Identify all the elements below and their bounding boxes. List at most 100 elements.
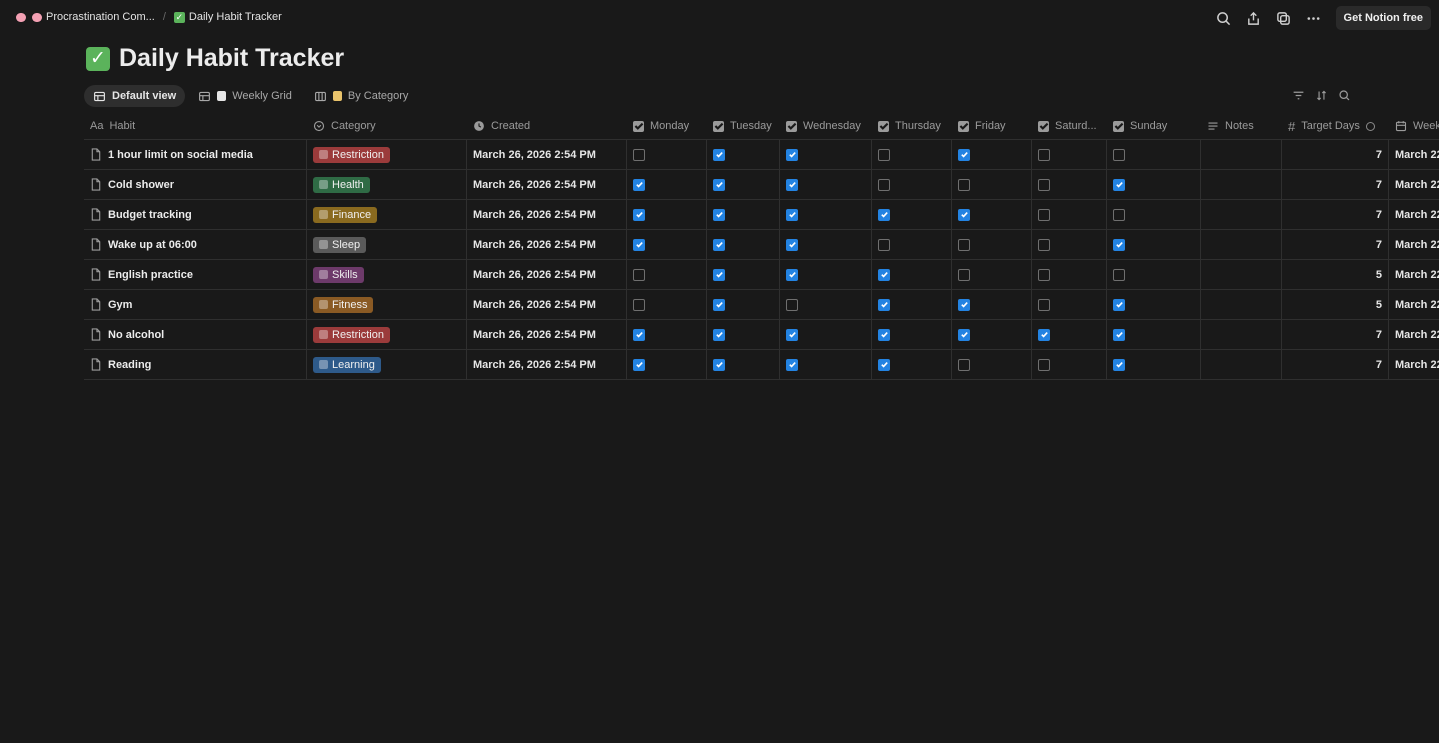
- target-days-cell[interactable]: 7: [1282, 230, 1389, 259]
- week-cell[interactable]: March 22: [1389, 140, 1439, 169]
- saturday-checkbox[interactable]: [1038, 358, 1050, 371]
- category-tag[interactable]: Learning: [313, 356, 381, 373]
- target-days-cell[interactable]: 5: [1282, 290, 1389, 319]
- thursday-checkbox[interactable]: [878, 358, 890, 371]
- tab-weekly-grid[interactable]: Weekly Grid: [189, 85, 301, 107]
- sort-icon[interactable]: [1315, 89, 1328, 102]
- table-row[interactable]: 1 hour limit on social media Restriction M…: [84, 140, 1439, 170]
- notes-cell[interactable]: [1201, 260, 1282, 289]
- tuesday-checkbox[interactable]: [713, 178, 725, 191]
- monday-checkbox[interactable]: [633, 328, 645, 341]
- column-header-notes[interactable]: Notes: [1201, 113, 1282, 139]
- category-tag[interactable]: Finance: [313, 206, 378, 223]
- friday-checkbox[interactable]: [958, 208, 970, 221]
- notes-cell[interactable]: [1201, 230, 1282, 259]
- habit-cell[interactable]: No alcohol: [84, 320, 307, 349]
- category-tag[interactable]: Restriction: [313, 326, 390, 343]
- column-header-tuesday[interactable]: Tuesday: [707, 113, 780, 139]
- column-header-thursday[interactable]: Thursday: [872, 113, 952, 139]
- get-notion-free-button[interactable]: Get Notion free: [1335, 6, 1431, 30]
- habit-cell[interactable]: Wake up at 06:00: [84, 230, 307, 259]
- friday-checkbox[interactable]: [958, 238, 970, 251]
- target-days-cell[interactable]: 7: [1282, 350, 1389, 379]
- column-header-sunday[interactable]: Sunday: [1107, 113, 1201, 139]
- wednesday-checkbox[interactable]: [786, 268, 798, 281]
- column-header-monday[interactable]: Monday: [627, 113, 707, 139]
- notes-cell[interactable]: [1201, 350, 1282, 379]
- habit-cell[interactable]: Gym: [84, 290, 307, 319]
- page-title-text[interactable]: Daily Habit Tracker: [119, 44, 345, 72]
- category-cell[interactable]: Finance: [307, 200, 467, 229]
- category-cell[interactable]: Health: [307, 170, 467, 199]
- wednesday-checkbox[interactable]: [786, 148, 798, 161]
- monday-checkbox[interactable]: [633, 208, 645, 221]
- week-cell[interactable]: March 22: [1389, 290, 1439, 319]
- column-header-target-days[interactable]: # Target Days: [1282, 113, 1389, 139]
- table-row[interactable]: Cold shower Health March 26, 2026 2:54 PM 7…: [84, 170, 1439, 200]
- target-days-cell[interactable]: 7: [1282, 320, 1389, 349]
- tuesday-checkbox[interactable]: [713, 238, 725, 251]
- monday-checkbox[interactable]: [633, 358, 645, 371]
- thursday-checkbox[interactable]: [878, 208, 890, 221]
- friday-checkbox[interactable]: [958, 328, 970, 341]
- tab-default-view[interactable]: Default view: [84, 85, 186, 107]
- table-row[interactable]: English practice Skills March 26, 2026 2:5…: [84, 260, 1439, 290]
- sunday-checkbox[interactable]: [1113, 298, 1125, 311]
- thursday-checkbox[interactable]: [878, 328, 890, 341]
- habit-cell[interactable]: Cold shower: [84, 170, 307, 199]
- table-row[interactable]: Reading Learning March 26, 2026 2:54 PM 7 Ma…: [84, 350, 1439, 380]
- sunday-checkbox[interactable]: [1113, 148, 1125, 161]
- tab-by-category[interactable]: By Category: [305, 85, 418, 107]
- column-header-wednesday[interactable]: Wednesday: [780, 113, 872, 139]
- target-days-cell[interactable]: 7: [1282, 140, 1389, 169]
- notes-cell[interactable]: [1201, 320, 1282, 349]
- category-cell[interactable]: Restriction: [307, 320, 467, 349]
- saturday-checkbox[interactable]: [1038, 208, 1050, 221]
- notes-cell[interactable]: [1201, 200, 1282, 229]
- week-cell[interactable]: March 22: [1389, 170, 1439, 199]
- friday-checkbox[interactable]: [958, 358, 970, 371]
- sunday-checkbox[interactable]: [1113, 208, 1125, 221]
- category-cell[interactable]: Fitness: [307, 290, 467, 319]
- sunday-checkbox[interactable]: [1113, 238, 1125, 251]
- week-cell[interactable]: March 22: [1389, 320, 1439, 349]
- target-days-cell[interactable]: 5: [1282, 260, 1389, 289]
- tuesday-checkbox[interactable]: [713, 208, 725, 221]
- category-tag[interactable]: Skills: [313, 266, 364, 283]
- saturday-checkbox[interactable]: [1038, 268, 1050, 281]
- duplicate-icon[interactable]: [1274, 7, 1294, 29]
- tuesday-checkbox[interactable]: [713, 358, 725, 371]
- column-header-week[interactable]: Week: [1389, 113, 1439, 139]
- week-cell[interactable]: March 22: [1389, 350, 1439, 379]
- search-icon[interactable]: [1214, 7, 1234, 29]
- habit-cell[interactable]: 1 hour limit on social media: [84, 140, 307, 169]
- tuesday-checkbox[interactable]: [713, 148, 725, 161]
- wednesday-checkbox[interactable]: [786, 178, 798, 191]
- table-row[interactable]: Budget tracking Finance March 26, 2026 2:5…: [84, 200, 1439, 230]
- column-header-friday[interactable]: Friday: [952, 113, 1032, 139]
- category-tag[interactable]: Restriction: [313, 146, 390, 163]
- column-header-habit[interactable]: Aa Habit: [84, 113, 307, 139]
- wednesday-checkbox[interactable]: [786, 208, 798, 221]
- column-header-saturday[interactable]: Saturd...: [1032, 113, 1107, 139]
- tuesday-checkbox[interactable]: [713, 268, 725, 281]
- category-tag[interactable]: Fitness: [313, 296, 374, 313]
- tuesday-checkbox[interactable]: [713, 298, 725, 311]
- thursday-checkbox[interactable]: [878, 238, 890, 251]
- habit-cell[interactable]: Reading: [84, 350, 307, 379]
- share-icon[interactable]: [1244, 7, 1264, 29]
- saturday-checkbox[interactable]: [1038, 298, 1050, 311]
- week-cell[interactable]: March 22: [1389, 200, 1439, 229]
- table-row[interactable]: Wake up at 06:00 Sleep March 26, 2026 2:54…: [84, 230, 1439, 260]
- category-cell[interactable]: Restriction: [307, 140, 467, 169]
- habit-cell[interactable]: English practice: [84, 260, 307, 289]
- saturday-checkbox[interactable]: [1038, 238, 1050, 251]
- wednesday-checkbox[interactable]: [786, 328, 798, 341]
- friday-checkbox[interactable]: [958, 178, 970, 191]
- check-mark-icon[interactable]: ✓: [86, 46, 110, 71]
- thursday-checkbox[interactable]: [878, 178, 890, 191]
- sunday-checkbox[interactable]: [1113, 178, 1125, 191]
- tuesday-checkbox[interactable]: [713, 328, 725, 341]
- category-cell[interactable]: Learning: [307, 350, 467, 379]
- friday-checkbox[interactable]: [958, 268, 970, 281]
